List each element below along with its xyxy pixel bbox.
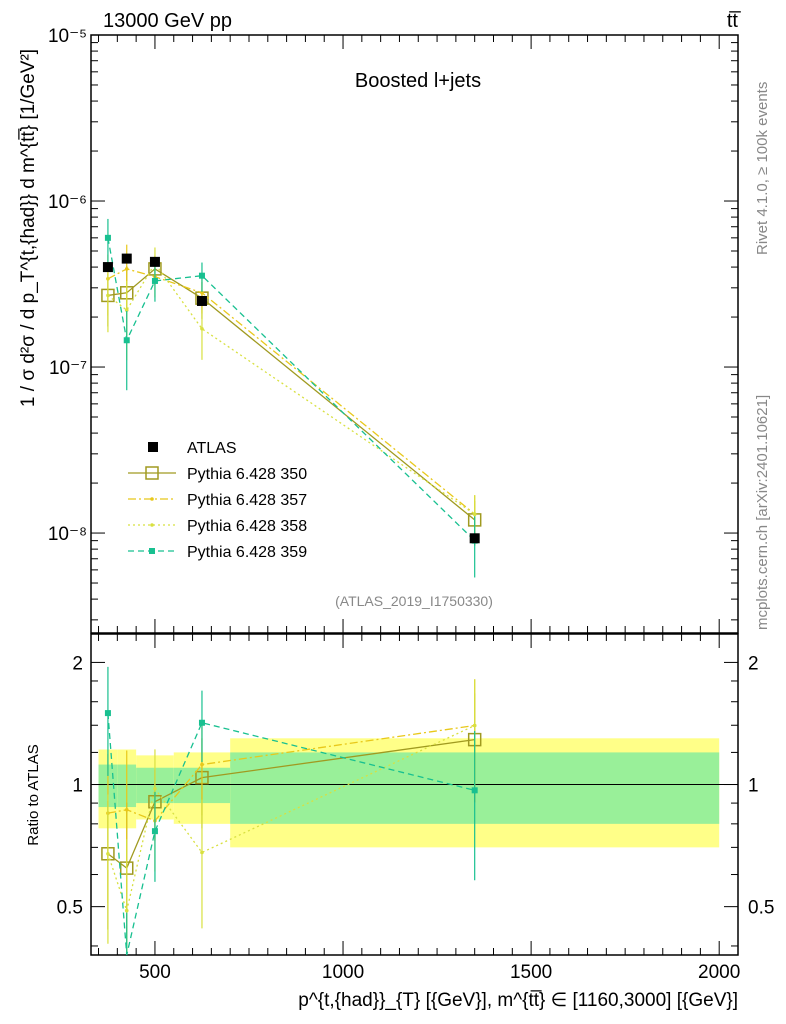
axis-ticks: 10⁻⁸ 10⁻⁷ 10⁻⁶ 10⁻⁵ 0.5 0.5 1 1 2 2 500 1000 1500 200… xyxy=(48,26,775,983)
ratio-tick-label-right: 0.5 xyxy=(748,898,774,919)
axes-frames xyxy=(90,34,739,956)
series-line-ratio xyxy=(107,713,475,956)
series-marker xyxy=(124,267,129,271)
series-marker xyxy=(106,293,110,298)
x-axis-label: p^{t,{had}}_{T} [{GeV}], m^{tt̅} ∈ [1160… xyxy=(298,990,738,1011)
series-marker xyxy=(150,497,154,501)
series-marker xyxy=(104,710,111,717)
legend-label: Pythia 6.428 359 xyxy=(187,544,307,561)
series-marker xyxy=(104,234,111,241)
analysis-id: (ATLAS_2019_I1750330) xyxy=(335,593,493,609)
ratio-panel-frame xyxy=(90,633,739,956)
y-tick-label: 10⁻⁷ xyxy=(49,358,87,379)
series-marker xyxy=(124,807,129,812)
x-tick-label: 1500 xyxy=(510,962,552,983)
y-tick-label: 10⁻⁸ xyxy=(48,524,87,545)
series-marker xyxy=(145,466,159,480)
y-tick-label: 10⁻⁵ xyxy=(48,26,87,47)
side-text-top: Rivet 4.1.0, ≥ 100k events xyxy=(754,82,771,255)
ratio-tick-label-right: 1 xyxy=(748,776,759,797)
legend: ATLAS Pythia 6.428 350 Pythia 6.428 357 Pyt… xyxy=(128,440,307,561)
legend-entry: Pythia 6.428 359 xyxy=(128,544,307,561)
side-text-bottom: mcplots.cern.ch [arXiv:2401.10621] xyxy=(754,395,771,630)
data-point xyxy=(469,533,480,544)
legend-label: Pythia 6.428 358 xyxy=(187,518,307,535)
y-tick-label: 10⁻⁶ xyxy=(48,192,87,213)
series-marker xyxy=(124,908,129,913)
series-marker xyxy=(150,523,154,527)
x-tick-label: 2000 xyxy=(698,962,740,983)
y-axis-ratio-label: Ratio to ATLAS xyxy=(25,744,42,845)
main-panel-frame xyxy=(90,34,739,634)
data-point xyxy=(121,253,132,264)
series-marker xyxy=(153,786,157,791)
header-right-title: tt̅ xyxy=(727,10,741,32)
data-point xyxy=(149,256,160,267)
data-point xyxy=(102,262,113,273)
series-marker xyxy=(149,548,155,554)
legend-entry: Pythia 6.428 357 xyxy=(128,492,307,509)
data-point xyxy=(196,295,207,306)
series-marker xyxy=(200,290,204,295)
legend-label: Pythia 6.428 350 xyxy=(187,466,307,483)
y-axis-main-label: 1 / σ d²σ / d p_T^{t,{had}} d m^{tt̅} [1… xyxy=(18,49,39,407)
series-marker xyxy=(200,762,204,767)
series-marker xyxy=(106,851,110,856)
series-marker xyxy=(124,308,129,312)
series-marker xyxy=(200,850,204,855)
series-line-main xyxy=(107,262,476,515)
plot-label: Boosted l+jets xyxy=(355,70,481,92)
series-marker xyxy=(198,719,205,726)
series-layer xyxy=(101,218,482,956)
series-marker xyxy=(198,272,205,279)
ratio-tick-label-right: 2 xyxy=(748,653,759,674)
x-tick-label: 500 xyxy=(139,962,171,983)
series-marker xyxy=(123,337,130,344)
series-marker xyxy=(200,326,204,331)
series-marker xyxy=(471,787,478,794)
ratio-tick-label-left: 1 xyxy=(72,776,83,797)
series-atlas-data xyxy=(102,253,480,544)
ratio-tick-label-left: 2 xyxy=(72,653,83,674)
ratio-tick-label-left: 0.5 xyxy=(57,898,83,919)
legend-label: ATLAS xyxy=(187,440,237,457)
legend-entry: Pythia 6.428 358 xyxy=(128,518,307,535)
series-marker xyxy=(472,723,477,728)
series-marker xyxy=(151,828,158,835)
header-left-title: 13000 GeV pp xyxy=(103,10,232,32)
x-tick-label: 1000 xyxy=(322,962,364,983)
series-marker xyxy=(472,512,477,516)
legend-entry: Pythia 6.428 350 xyxy=(128,466,307,483)
series-line-main xyxy=(107,237,476,542)
series-marker xyxy=(151,277,158,284)
legend-swatch xyxy=(148,442,158,452)
legend-label: Pythia 6.428 357 xyxy=(187,492,307,509)
legend-entry: ATLAS xyxy=(148,440,237,457)
series-pythia-6.428-359 xyxy=(104,218,478,956)
